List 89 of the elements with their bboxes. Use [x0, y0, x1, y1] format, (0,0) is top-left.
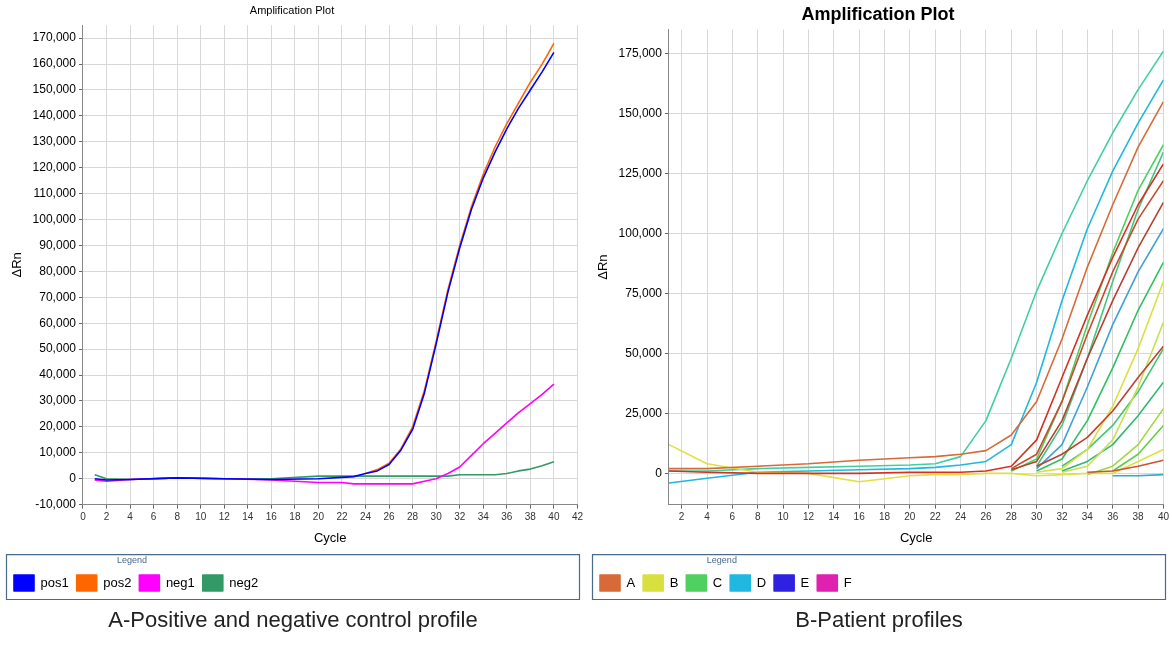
- x-tick-label: 42: [571, 511, 584, 523]
- y-tick-label: 70,000: [39, 289, 77, 304]
- y-tick-label: 30,000: [39, 393, 77, 408]
- y-tick-label: 60,000: [39, 315, 77, 330]
- x-tick-label: 40: [1157, 511, 1170, 523]
- y-tick-label: 100,000: [32, 211, 77, 226]
- y-tick-label: 0: [655, 465, 663, 480]
- chart-title: Amplification Plot: [249, 3, 335, 16]
- x-tick-label: 18: [878, 511, 891, 523]
- legend-label: pos1: [40, 574, 69, 590]
- x-tick-label: 20: [312, 511, 325, 523]
- legend-label: pos2: [103, 574, 132, 590]
- x-tick-label: 18: [289, 511, 301, 523]
- x-tick-label: 12: [802, 511, 815, 523]
- x-tick-label: 20: [904, 511, 916, 523]
- text: A-Positive and negative control profile: [108, 607, 478, 633]
- y-tick-label: 125,000: [618, 165, 663, 180]
- legend-label: F: [843, 574, 852, 590]
- x-tick-label: 6: [729, 511, 736, 523]
- text: B-Patient profiles: [795, 607, 963, 633]
- x-tick-label: 10: [195, 511, 207, 523]
- y-tick-label: 110,000: [33, 185, 77, 200]
- y-tick-label: 0: [69, 471, 77, 485]
- y-tick-label: 150,000: [32, 82, 77, 97]
- x-tick-label: 38: [524, 511, 537, 523]
- x-tick-label: 6: [150, 511, 157, 523]
- y-tick-label: 25,000: [625, 405, 663, 420]
- y-tick-label: 50,000: [39, 341, 77, 356]
- x-tick-label: 14: [242, 511, 254, 523]
- x-tick-label: 30: [1031, 511, 1043, 523]
- x-tick-label: 34: [1081, 511, 1094, 523]
- x-tick-label: 16: [265, 511, 278, 523]
- x-tick-label: 8: [174, 511, 181, 523]
- y-tick-label: 160,000: [32, 56, 77, 71]
- y-tick-label: 90,000: [39, 237, 77, 252]
- x-tick-label: 8: [754, 511, 761, 523]
- legend-label: E: [800, 574, 810, 590]
- x-axis-title: Cycle: [899, 529, 933, 545]
- x-tick-label: 32: [454, 511, 466, 523]
- y-tick-label: 50,000: [625, 345, 663, 360]
- x-tick-label: 26: [980, 511, 992, 523]
- x-tick-label: 30: [430, 511, 443, 523]
- x-tick-label: 2: [678, 511, 685, 523]
- y-axis-title: ΔRn: [595, 254, 611, 280]
- legend-label: D: [756, 574, 767, 590]
- y-tick-label: 175,000: [618, 45, 663, 60]
- x-tick-label: 14: [828, 511, 840, 523]
- x-tick-label: 16: [853, 511, 866, 523]
- legend-label: neg1: [165, 574, 195, 590]
- y-tick-label: 100,000: [618, 225, 663, 240]
- legend-title: Legend: [117, 555, 148, 566]
- y-tick-label: 140,000: [32, 108, 77, 123]
- x-tick-label: 36: [501, 511, 513, 523]
- x-tick-label: 12: [218, 511, 231, 523]
- y-tick-label: 20,000: [39, 419, 77, 434]
- x-tick-label: 28: [407, 511, 419, 523]
- x-tick-label: 24: [955, 511, 967, 523]
- x-tick-label: 34: [477, 511, 490, 523]
- x-tick-label: 22: [929, 511, 942, 523]
- x-tick-label: 38: [1132, 511, 1145, 523]
- x-tick-label: 24: [359, 511, 372, 523]
- x-tick-label: 32: [1056, 511, 1069, 523]
- y-tick-label: 150,000: [618, 105, 663, 120]
- legend-label: neg2: [229, 574, 259, 590]
- x-axis-title: Cycle: [313, 529, 347, 545]
- x-tick-label: 36: [1107, 511, 1119, 523]
- y-tick-label: -10,000: [35, 496, 77, 511]
- legend-title: Legend: [706, 555, 737, 566]
- x-tick-label: 0: [80, 511, 87, 523]
- x-tick-label: 26: [383, 511, 396, 523]
- legend-label: C: [712, 574, 723, 590]
- x-tick-label: 2: [103, 511, 110, 523]
- x-tick-label: 28: [1005, 511, 1018, 523]
- y-tick-label: 170,000: [32, 30, 77, 45]
- y-tick-label: 130,000: [32, 134, 77, 149]
- legend-label: B: [669, 574, 679, 590]
- y-tick-label: 40,000: [39, 367, 77, 382]
- x-tick-label: 4: [704, 511, 711, 523]
- legend-label: A: [626, 574, 636, 590]
- y-tick-label: 75,000: [625, 285, 663, 300]
- y-tick-label: 120,000: [32, 160, 77, 175]
- x-tick-label: 10: [777, 511, 790, 523]
- x-tick-label: 22: [336, 511, 348, 523]
- y-tick-label: 80,000: [39, 263, 77, 278]
- y-axis-title: ΔRn: [9, 252, 25, 278]
- x-tick-label: 4: [127, 511, 134, 523]
- chart-title: Amplification Plot: [801, 3, 955, 24]
- x-tick-label: 40: [548, 511, 560, 523]
- y-tick-label: 10,000: [39, 445, 77, 460]
